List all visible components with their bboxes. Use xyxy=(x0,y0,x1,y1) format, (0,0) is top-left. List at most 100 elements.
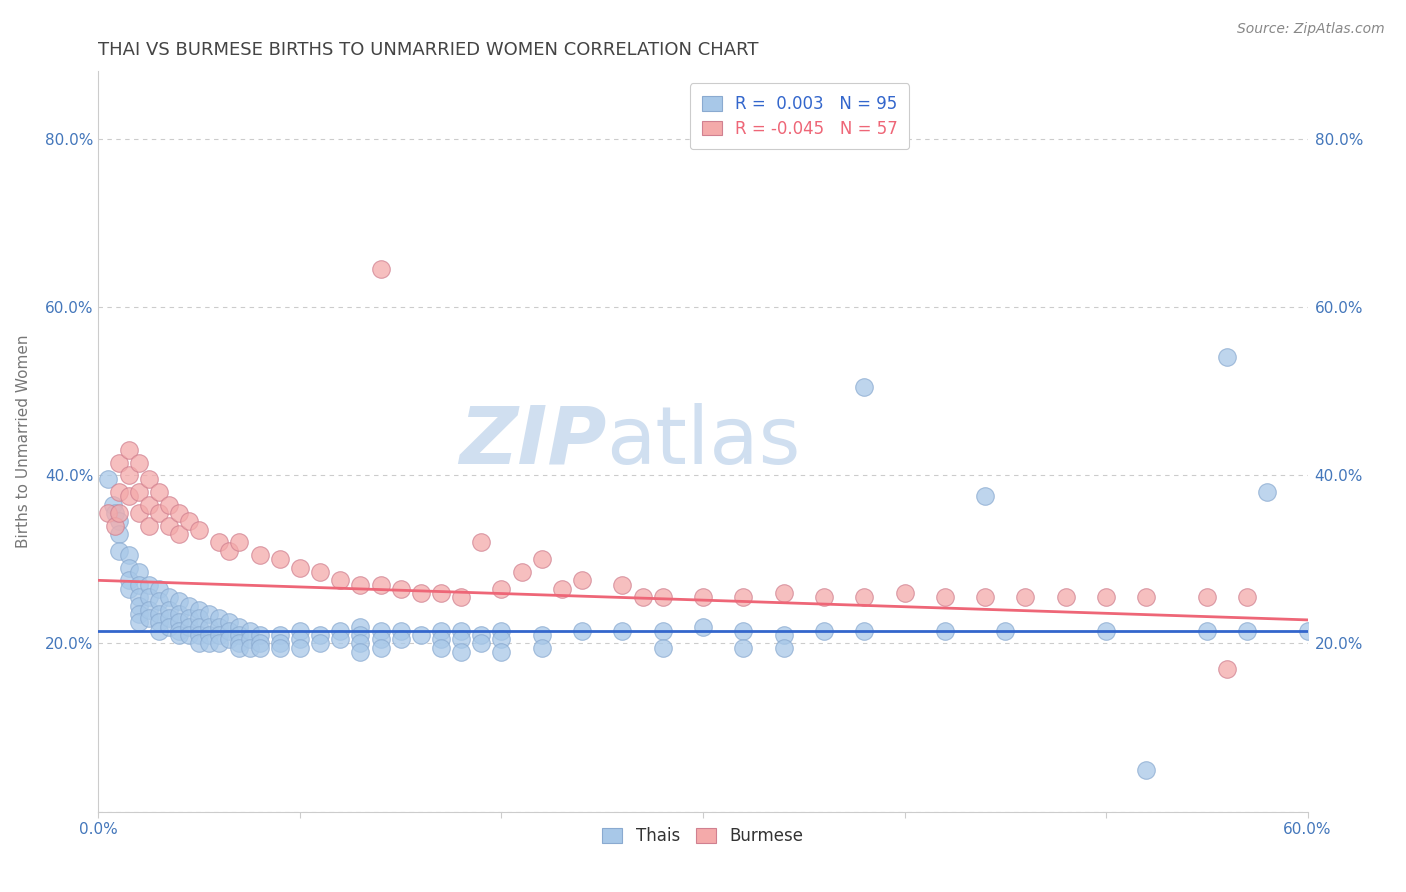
Point xyxy=(813,590,835,604)
Point xyxy=(249,628,271,642)
Point xyxy=(974,590,997,604)
Point xyxy=(450,632,472,647)
Point xyxy=(148,624,170,638)
Point xyxy=(188,611,211,625)
Point xyxy=(157,603,180,617)
Point xyxy=(370,577,392,591)
Point xyxy=(651,624,673,638)
Point xyxy=(530,552,553,566)
Point xyxy=(103,518,125,533)
Point xyxy=(167,628,190,642)
Point xyxy=(167,506,190,520)
Point xyxy=(128,599,150,613)
Point xyxy=(1014,590,1036,604)
Point xyxy=(239,640,262,655)
Point xyxy=(288,624,311,638)
Point xyxy=(934,590,956,604)
Point xyxy=(530,628,553,642)
Point xyxy=(157,518,180,533)
Point xyxy=(148,582,170,596)
Point xyxy=(450,624,472,638)
Point xyxy=(470,636,492,650)
Point xyxy=(228,619,250,633)
Point xyxy=(208,619,231,633)
Point xyxy=(1296,624,1319,638)
Point xyxy=(1054,590,1077,604)
Point xyxy=(1216,351,1239,365)
Point xyxy=(1236,590,1258,604)
Point xyxy=(813,624,835,638)
Point xyxy=(551,582,574,596)
Point xyxy=(138,590,160,604)
Point xyxy=(430,624,453,638)
Point xyxy=(157,611,180,625)
Point xyxy=(208,628,231,642)
Point xyxy=(1135,590,1157,604)
Point xyxy=(692,619,714,633)
Point xyxy=(198,636,221,650)
Point xyxy=(101,498,124,512)
Point xyxy=(994,624,1017,638)
Point xyxy=(288,560,311,574)
Point xyxy=(107,485,129,500)
Point xyxy=(208,535,231,549)
Point xyxy=(208,636,231,650)
Point xyxy=(188,619,211,633)
Point xyxy=(107,506,129,520)
Point xyxy=(249,548,271,562)
Point xyxy=(118,548,141,562)
Point xyxy=(571,574,593,588)
Point xyxy=(934,624,956,638)
Point xyxy=(309,565,332,579)
Point xyxy=(167,615,190,630)
Point xyxy=(228,640,250,655)
Point xyxy=(974,489,997,503)
Point xyxy=(631,590,654,604)
Point xyxy=(893,586,915,600)
Point xyxy=(107,527,129,541)
Point xyxy=(389,632,412,647)
Point xyxy=(198,628,221,642)
Point xyxy=(138,498,160,512)
Point xyxy=(450,645,472,659)
Point xyxy=(128,607,150,621)
Text: THAI VS BURMESE BIRTHS TO UNMARRIED WOMEN CORRELATION CHART: THAI VS BURMESE BIRTHS TO UNMARRIED WOME… xyxy=(98,41,759,59)
Point xyxy=(179,599,201,613)
Point xyxy=(329,624,352,638)
Point xyxy=(179,628,201,642)
Point xyxy=(188,628,211,642)
Point xyxy=(179,619,201,633)
Point xyxy=(249,640,271,655)
Point xyxy=(349,619,371,633)
Point xyxy=(1195,624,1218,638)
Point xyxy=(118,582,141,596)
Point xyxy=(1195,590,1218,604)
Point xyxy=(179,611,201,625)
Point xyxy=(179,515,201,529)
Point xyxy=(571,624,593,638)
Point xyxy=(288,632,311,647)
Point xyxy=(97,506,120,520)
Point xyxy=(329,574,352,588)
Point xyxy=(138,611,160,625)
Point xyxy=(430,632,453,647)
Point xyxy=(188,523,211,537)
Point xyxy=(329,632,352,647)
Point xyxy=(269,640,291,655)
Point xyxy=(107,544,129,558)
Text: Source: ZipAtlas.com: Source: ZipAtlas.com xyxy=(1237,22,1385,37)
Point xyxy=(118,468,141,483)
Point xyxy=(309,628,332,642)
Point xyxy=(612,577,634,591)
Point xyxy=(288,640,311,655)
Point xyxy=(188,603,211,617)
Point xyxy=(370,262,392,277)
Point xyxy=(349,645,371,659)
Point xyxy=(138,518,160,533)
Point xyxy=(491,645,513,659)
Point xyxy=(1095,624,1118,638)
Point xyxy=(349,577,371,591)
Point xyxy=(239,624,262,638)
Point xyxy=(228,636,250,650)
Point xyxy=(409,628,432,642)
